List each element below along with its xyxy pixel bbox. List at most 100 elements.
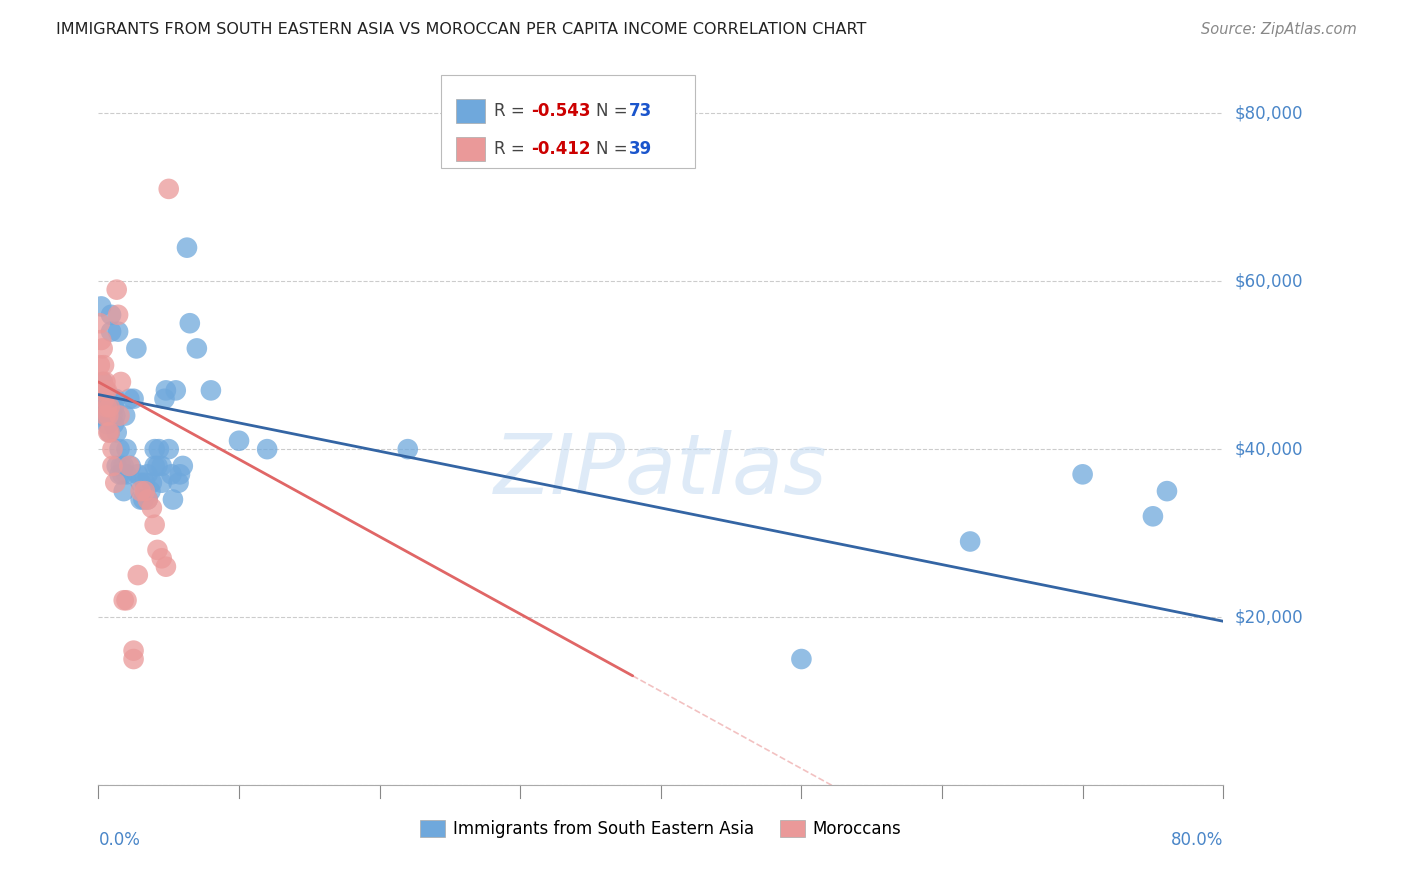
Point [186,342,208,356]
Point [103,417,125,431]
Point [98,400,121,414]
Point [1071,467,1094,482]
Point [101,458,124,473]
Point [90,384,112,398]
Point [97,425,120,440]
Text: 0.0%: 0.0% [98,831,141,849]
Point [150,551,173,566]
Text: Source: ZipAtlas.com: Source: ZipAtlas.com [1201,22,1357,37]
Point [91,375,114,389]
FancyBboxPatch shape [456,136,485,161]
Point [90,300,112,314]
Point [162,492,184,507]
Point [127,568,149,582]
Text: 39: 39 [630,140,652,158]
Text: $20,000: $20,000 [1234,608,1303,626]
Point [125,342,148,356]
Point [153,392,176,406]
Point [141,500,163,515]
Point [93,392,115,406]
Point [98,425,121,440]
Point [959,534,981,549]
Point [141,475,163,490]
Text: R =: R = [495,140,530,158]
Text: ZIPatlas: ZIPatlas [494,431,828,511]
Point [150,475,173,490]
Point [139,484,162,499]
Point [155,559,177,574]
Point [96,417,118,431]
Point [93,384,115,398]
Point [115,467,138,482]
Point [107,308,129,322]
Text: $60,000: $60,000 [1234,272,1303,290]
Point [105,425,128,440]
Text: N =: N = [596,102,633,120]
Text: N =: N = [596,140,633,158]
Point [122,392,145,406]
Point [172,458,194,473]
Point [97,392,120,406]
Point [97,417,120,431]
Point [97,409,120,423]
Point [90,333,112,347]
Point [122,643,145,657]
Point [146,542,169,557]
Point [108,442,131,457]
Point [118,458,141,473]
Point [179,316,201,330]
Point [176,241,198,255]
Point [120,458,142,473]
Point [129,475,152,490]
Point [101,409,124,423]
Point [115,593,138,607]
Point [110,375,132,389]
Point [1142,509,1164,524]
Point [143,458,166,473]
Point [108,467,131,482]
Point [94,384,117,398]
Point [98,392,121,406]
Point [136,492,159,507]
Point [91,342,114,356]
Point [91,375,114,389]
Point [94,384,117,398]
Point [143,517,166,532]
FancyBboxPatch shape [456,99,485,123]
Point [790,652,813,666]
Point [146,458,169,473]
Point [89,392,111,406]
Point [143,442,166,457]
Point [105,283,128,297]
Point [157,442,180,457]
Point [101,442,124,457]
Point [107,325,129,339]
Point [256,442,278,457]
Point [122,652,145,666]
Point [100,308,122,322]
Point [200,384,222,398]
Legend: Immigrants from South Eastern Asia, Moroccans: Immigrants from South Eastern Asia, Moro… [413,813,908,845]
Point [165,384,187,398]
Point [396,442,419,457]
Point [104,392,127,406]
Text: R =: R = [495,102,530,120]
Point [104,475,127,490]
FancyBboxPatch shape [441,75,695,168]
Point [1156,484,1178,499]
Point [89,316,111,330]
Point [94,375,117,389]
Point [150,458,173,473]
Point [110,458,132,473]
Text: $40,000: $40,000 [1234,440,1303,458]
Point [112,593,135,607]
Point [101,392,124,406]
Point [93,358,115,372]
Point [96,400,118,414]
Point [108,409,131,423]
Point [127,467,149,482]
Point [100,325,122,339]
Point [167,475,190,490]
Point [105,458,128,473]
Point [169,467,191,482]
